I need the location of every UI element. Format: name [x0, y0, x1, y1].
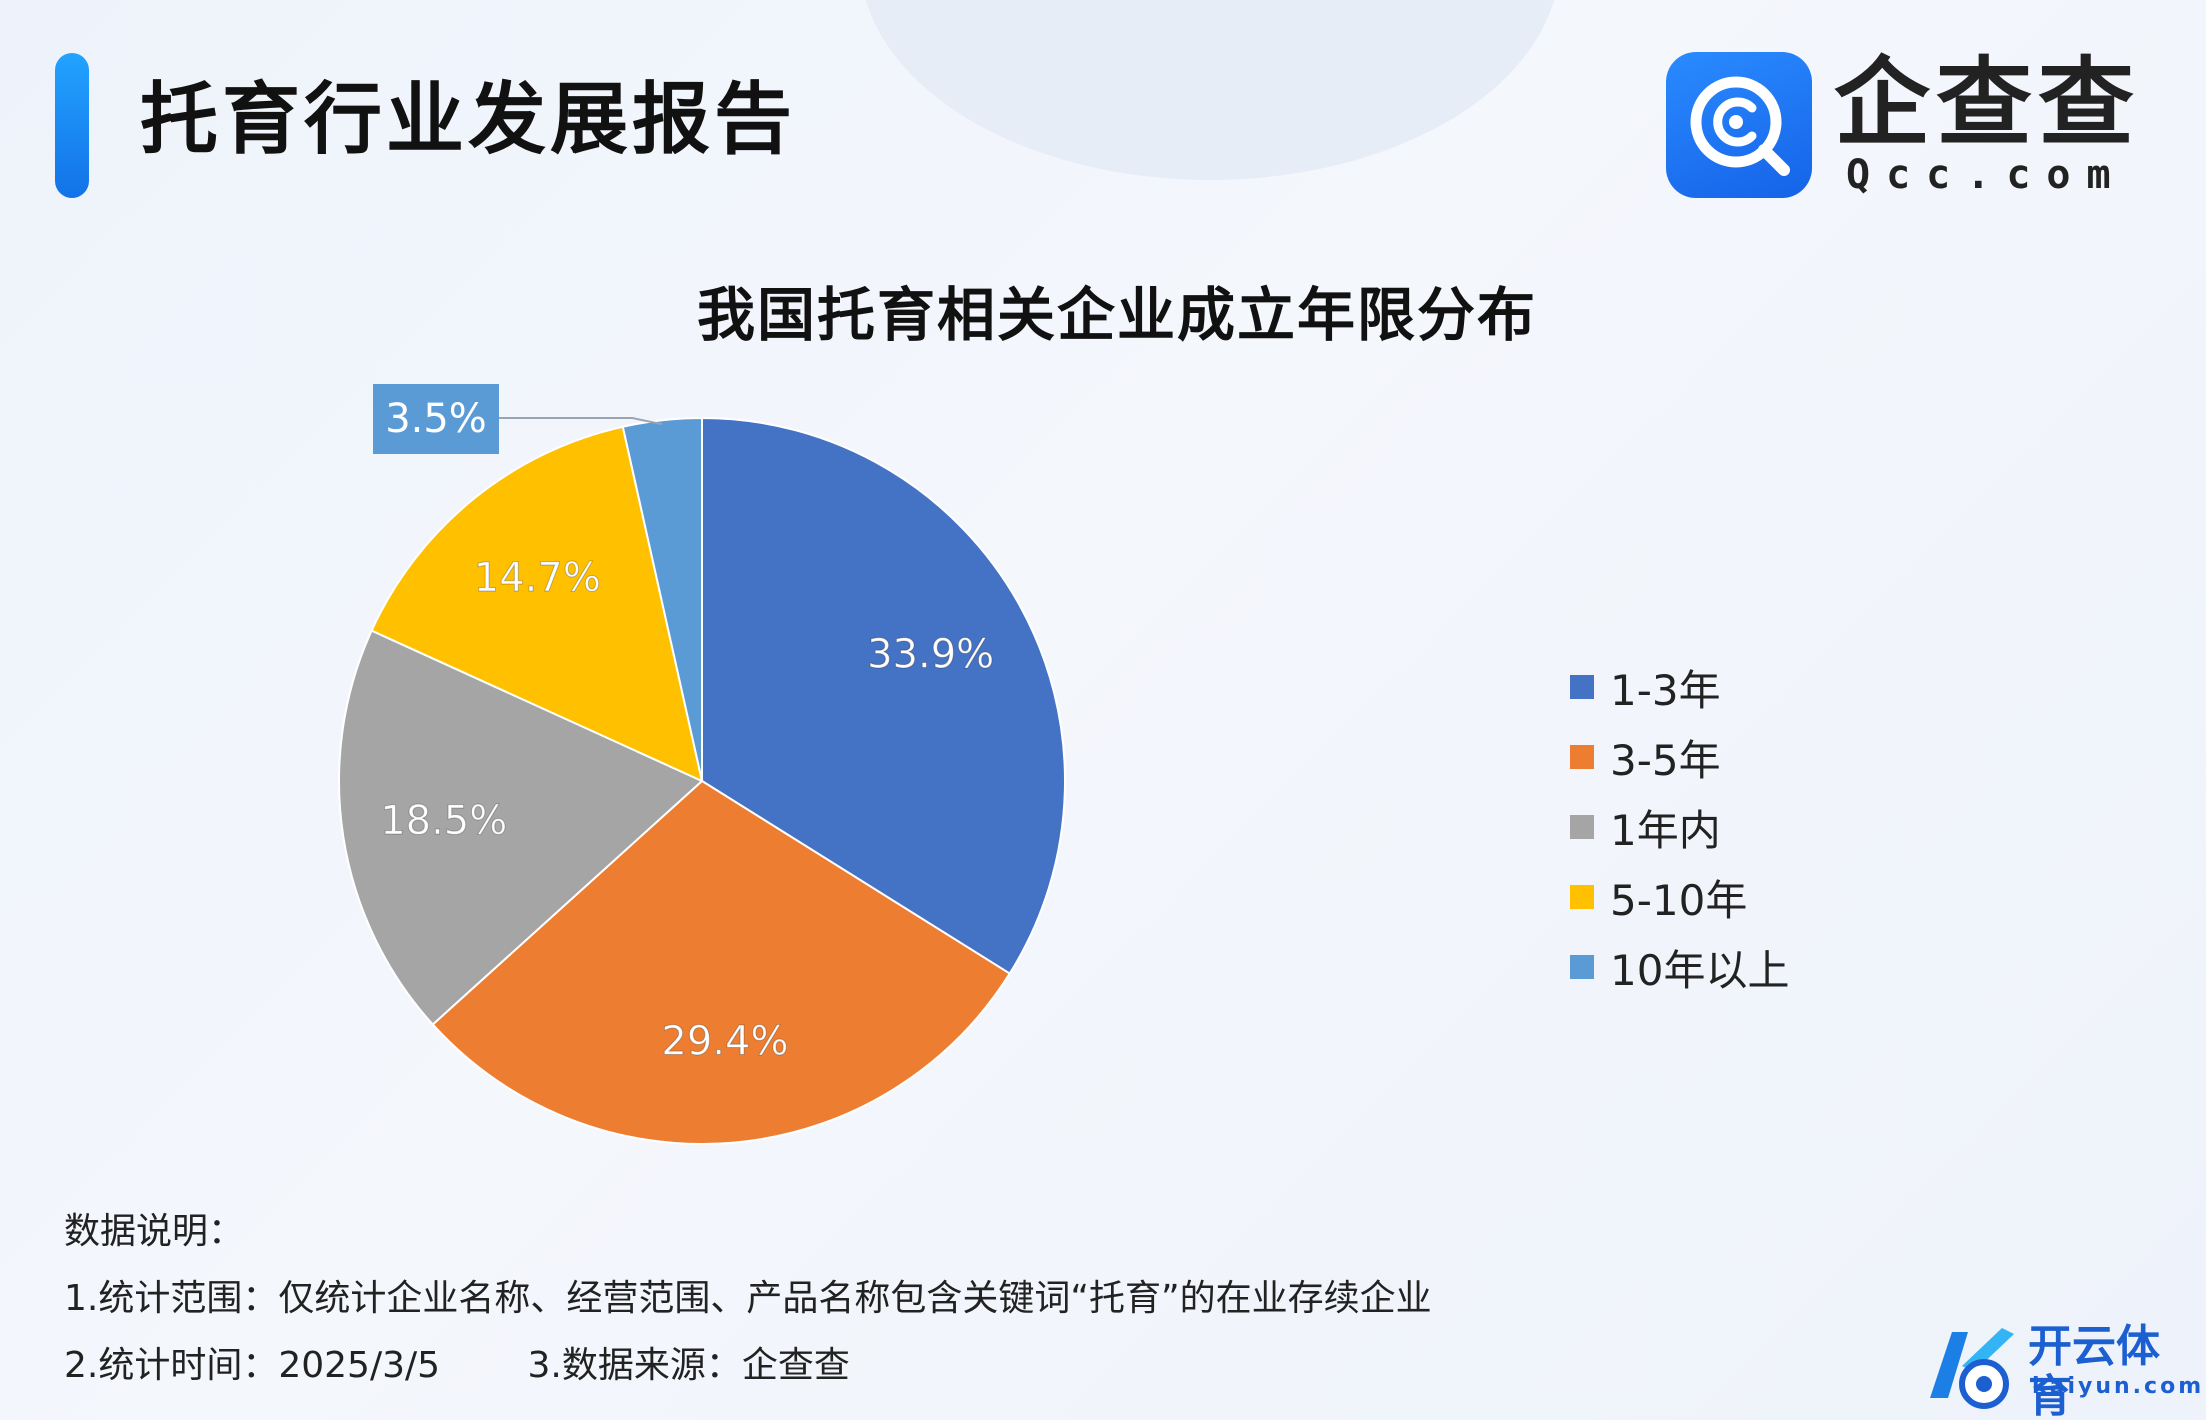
kaiyun-watermark: 开云体育 kaiyun.com — [1918, 1312, 2201, 1420]
pie-slice-4 — [370, 425, 704, 783]
legend-item: 3-5年 — [1570, 722, 1789, 792]
callout-leader-line — [499, 417, 663, 426]
slice-data-label: 14.7% — [474, 555, 601, 601]
chart-title: 我国托育相关企业成立年限分布 — [696, 281, 1537, 349]
legend-item: 1-3年 — [1570, 652, 1789, 722]
pie-slice-1 — [701, 416, 1066, 975]
notes-heading: 数据说明： — [64, 1211, 245, 1252]
slice-data-label: 33.9% — [867, 631, 994, 677]
slice-data-label: 29.4% — [661, 1018, 788, 1064]
notes-scope: 1.统计范围：仅统计企业名称、经营范围、产品名称包含关键词“托育”的在业存续企业 — [64, 1278, 1432, 1319]
legend-item: 5-10年 — [1570, 862, 1789, 932]
legend-label: 1-3年 — [1610, 665, 1721, 715]
slice-data-label: 18.5% — [380, 798, 507, 844]
legend-label: 10年以上 — [1610, 945, 1790, 995]
legend-swatch — [1570, 815, 1594, 839]
slice-data-label: 3.5% — [385, 396, 487, 442]
pie-slice-2 — [431, 779, 1012, 1145]
logo-domain: Qcc.com — [1846, 152, 2127, 198]
legend-swatch — [1570, 745, 1594, 769]
notes-source: 3.数据来源：企查查 — [527, 1345, 850, 1386]
logo-name: 企查查 — [1834, 47, 2140, 159]
notes-meta-row: 2.统计时间：2025/3/5 3.数据来源：企查查 — [64, 1332, 1432, 1399]
data-notes: 数据说明： 1.统计范围：仅统计企业名称、经营范围、产品名称包含关键词“托育”的… — [64, 1198, 1432, 1399]
legend-item: 1年内 — [1570, 792, 1789, 862]
legend-label: 5-10年 — [1610, 875, 1748, 925]
kaiyun-domain: kaiyun.com — [2032, 1374, 2205, 1399]
callout-label-box — [373, 384, 499, 454]
legend-label: 1年内 — [1610, 805, 1721, 855]
report-title: 托育行业发展报告 — [140, 75, 797, 165]
legend-swatch — [1570, 885, 1594, 909]
legend-swatch — [1570, 955, 1594, 979]
legend-swatch — [1570, 675, 1594, 699]
kaiyun-logo-icon — [1930, 1328, 2014, 1409]
qcc-search-icon — [1666, 52, 1812, 198]
kaiyun-name: 开云体育 — [2028, 1321, 2160, 1420]
chart-legend: 1-3年 3-5年 1年内 5-10年 10年以上 — [1570, 652, 1789, 1002]
pie-slice-3 — [338, 629, 704, 1026]
legend-item: 10年以上 — [1570, 932, 1789, 1002]
pie-slice-5 — [621, 416, 703, 782]
title-accent-bar — [55, 53, 89, 198]
notes-time: 2.统计时间：2025/3/5 — [64, 1345, 441, 1386]
legend-label: 3-5年 — [1610, 735, 1721, 785]
